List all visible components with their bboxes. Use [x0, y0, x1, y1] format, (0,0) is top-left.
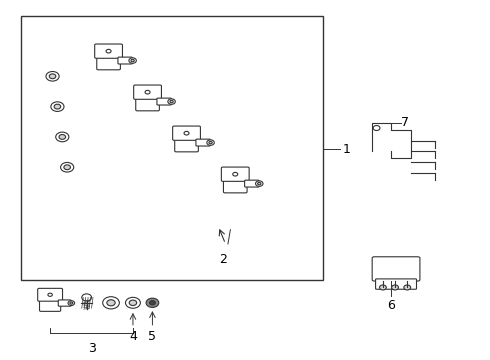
Text: 1: 1	[343, 143, 350, 156]
Circle shape	[70, 302, 73, 304]
Circle shape	[145, 90, 150, 94]
Circle shape	[82, 294, 92, 301]
FancyBboxPatch shape	[134, 85, 161, 99]
Circle shape	[54, 104, 61, 109]
Bar	[21, 15, 323, 280]
FancyBboxPatch shape	[157, 98, 172, 105]
Circle shape	[168, 99, 175, 104]
Circle shape	[129, 58, 136, 63]
Circle shape	[64, 165, 71, 170]
Circle shape	[149, 301, 155, 305]
Circle shape	[61, 162, 74, 172]
FancyBboxPatch shape	[221, 167, 249, 181]
Circle shape	[56, 132, 69, 142]
Circle shape	[103, 297, 120, 309]
Circle shape	[379, 285, 386, 290]
Circle shape	[49, 74, 56, 79]
FancyBboxPatch shape	[223, 178, 247, 193]
Text: 4: 4	[129, 330, 137, 343]
FancyBboxPatch shape	[172, 126, 200, 140]
Circle shape	[184, 131, 189, 135]
FancyBboxPatch shape	[95, 44, 122, 58]
Circle shape	[68, 301, 74, 306]
Circle shape	[59, 135, 66, 139]
FancyBboxPatch shape	[97, 55, 121, 70]
FancyBboxPatch shape	[118, 57, 132, 64]
Circle shape	[106, 49, 111, 53]
FancyBboxPatch shape	[372, 257, 420, 281]
Circle shape	[146, 298, 159, 307]
Circle shape	[256, 181, 263, 186]
Circle shape	[209, 141, 212, 144]
FancyBboxPatch shape	[40, 298, 61, 311]
Circle shape	[233, 172, 238, 176]
FancyBboxPatch shape	[38, 288, 63, 301]
FancyBboxPatch shape	[196, 139, 210, 146]
Circle shape	[131, 59, 134, 62]
Text: 5: 5	[148, 330, 156, 343]
Circle shape	[207, 140, 214, 145]
Circle shape	[48, 293, 52, 296]
FancyBboxPatch shape	[375, 279, 416, 289]
Circle shape	[392, 285, 398, 290]
Circle shape	[125, 297, 141, 308]
FancyBboxPatch shape	[58, 300, 71, 306]
Text: 6: 6	[387, 299, 395, 312]
Circle shape	[373, 126, 380, 131]
Circle shape	[107, 300, 115, 306]
Circle shape	[51, 102, 64, 112]
Circle shape	[46, 72, 59, 81]
FancyBboxPatch shape	[136, 96, 159, 111]
Circle shape	[170, 100, 173, 103]
Circle shape	[404, 285, 411, 290]
Circle shape	[129, 300, 137, 306]
Text: 2: 2	[219, 253, 227, 266]
FancyBboxPatch shape	[245, 180, 259, 187]
Circle shape	[258, 183, 261, 185]
Text: 3: 3	[88, 342, 96, 355]
Text: 7: 7	[401, 116, 409, 129]
FancyBboxPatch shape	[175, 137, 198, 152]
